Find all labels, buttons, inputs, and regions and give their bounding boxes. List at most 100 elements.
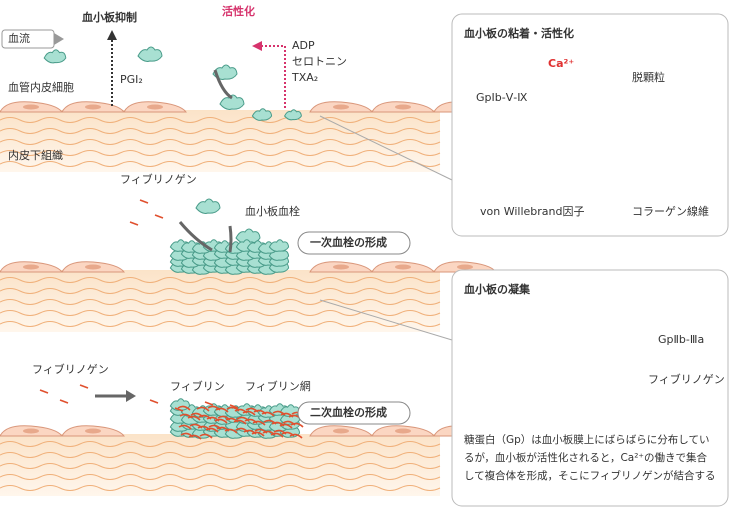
- fibrin: [207, 405, 221, 411]
- fibrinogen: [39, 389, 49, 394]
- nucleus: [395, 428, 411, 434]
- arrowhead: [252, 41, 262, 51]
- fibrin: [198, 414, 212, 420]
- fibrin: [263, 419, 277, 425]
- fibrinogen: [149, 399, 159, 404]
- fibrin: [281, 431, 295, 437]
- fibrin: [290, 422, 304, 428]
- fibrin: [197, 425, 211, 431]
- fiber: [0, 150, 441, 156]
- mediator: TXA₂: [291, 71, 318, 84]
- subendothelium: [0, 110, 440, 172]
- fibrinogen: [79, 384, 89, 389]
- fiber: [0, 161, 441, 167]
- fibrin: [234, 408, 248, 414]
- fiber: [0, 321, 441, 327]
- platelet: [169, 398, 191, 411]
- activation-label: 活性化: [222, 4, 255, 18]
- platelet: [219, 94, 245, 110]
- fibrin: [280, 412, 294, 418]
- fiber: [0, 310, 441, 316]
- fibrinogen: [174, 407, 184, 412]
- nucleus: [23, 104, 39, 110]
- fibrin: [272, 410, 286, 416]
- platelet: [268, 239, 290, 252]
- nucleus: [333, 104, 349, 110]
- stage-box: [297, 231, 411, 255]
- fibrin: [214, 418, 228, 424]
- fibrin: [199, 433, 213, 439]
- fibrin: [215, 407, 229, 413]
- receptor-label: GpⅡb-Ⅲa: [658, 333, 704, 346]
- fibrinogen: [139, 199, 149, 204]
- nucleus: [333, 428, 349, 434]
- fibrin: [217, 415, 231, 421]
- fibrin: [226, 406, 240, 412]
- fibrin: [216, 426, 230, 432]
- fibrin: [262, 430, 276, 436]
- fiber: [0, 441, 441, 447]
- platelet: [212, 64, 238, 80]
- ca-label: Ca²⁺: [548, 57, 574, 70]
- nucleus: [23, 264, 39, 270]
- flow-label: 血流: [8, 31, 30, 45]
- platelet: [43, 49, 67, 64]
- stage-box: [297, 401, 411, 425]
- collagen-label: コラーゲン線維: [632, 204, 709, 218]
- thrombus-label: 血小板血栓: [245, 204, 300, 218]
- flow-arrow: [54, 33, 64, 45]
- fibrin-label: フィブリン: [170, 379, 225, 393]
- leader: [319, 299, 453, 341]
- fibrin: [242, 410, 256, 416]
- nucleus: [333, 264, 349, 270]
- fibrin: [245, 407, 259, 413]
- fiber: [0, 452, 441, 458]
- fibrin: [208, 424, 222, 430]
- fibrin: [233, 419, 247, 425]
- fibrin: [270, 432, 284, 438]
- platelet: [137, 46, 163, 62]
- fibrin: [254, 428, 268, 434]
- panel-title: 血小板の粘着・活性化: [464, 26, 574, 40]
- inhibition-label: 血小板抑制: [82, 10, 137, 24]
- fibrin: [205, 427, 219, 433]
- degranulation-label: 脱顆粒: [632, 70, 665, 84]
- panel-text: 糖蛋白（Gp）は血小板膜上にばらばらに分布してい: [464, 433, 710, 446]
- mediator: セロトニン: [292, 55, 347, 68]
- fibrin: [178, 424, 192, 430]
- nucleus: [395, 104, 411, 110]
- fiber: [0, 299, 441, 305]
- platelet: [251, 108, 273, 121]
- arrowhead: [126, 390, 136, 402]
- fibrinogen: [154, 214, 164, 219]
- fibrin: [235, 427, 249, 433]
- fibrin-net-label: フィブリン網: [245, 379, 311, 393]
- leader: [319, 115, 453, 181]
- fibrin: [224, 428, 238, 434]
- fibrin: [289, 433, 303, 439]
- panel-text: るが，血小板が活性化されると，Ca²⁺の働きで集合: [464, 451, 707, 464]
- fiber: [0, 277, 441, 283]
- nucleus: [85, 428, 101, 434]
- arrow: [178, 221, 213, 252]
- receptor-label: GpⅠb-Ⅴ-Ⅸ: [476, 91, 527, 104]
- fibrin: [252, 420, 266, 426]
- fiber: [0, 485, 441, 491]
- arrow: [213, 69, 233, 100]
- fiber: [0, 117, 441, 123]
- nucleus: [395, 264, 411, 270]
- fiber: [0, 139, 441, 145]
- fibrinogen-label: フィブリノゲン: [648, 372, 725, 386]
- fibrin: [273, 429, 287, 435]
- fibrin: [190, 412, 204, 418]
- nucleus: [457, 264, 473, 270]
- panel: [451, 269, 729, 507]
- nucleus: [23, 428, 39, 434]
- arrow: [228, 225, 233, 253]
- endothelium-label: 血管内皮細胞: [8, 80, 74, 94]
- fibrin: [251, 431, 265, 437]
- fibrin: [244, 418, 258, 424]
- fibrin: [206, 416, 220, 422]
- subendothelium: [0, 270, 440, 332]
